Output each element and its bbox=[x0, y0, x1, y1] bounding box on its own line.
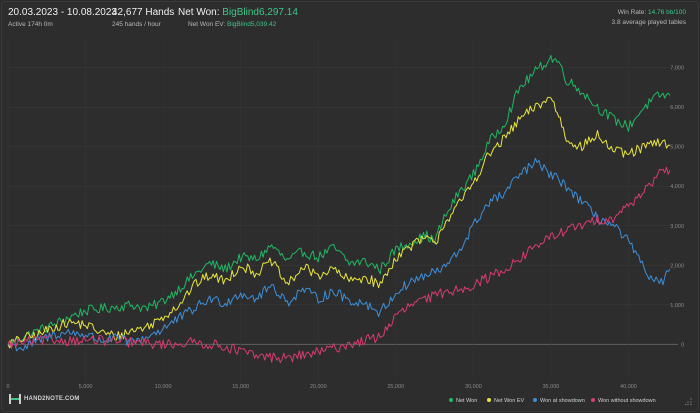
x-tick-label: 20,000 bbox=[310, 384, 327, 390]
y-tick-label: 6,000 bbox=[670, 105, 684, 111]
hands-rate: 245 hands / hour bbox=[112, 21, 161, 28]
win-rate: Win Rate: 14.76 bb/100 bbox=[612, 9, 686, 16]
series-line-1 bbox=[7, 96, 670, 349]
avg-tables: 3.8 average played tables bbox=[611, 19, 686, 26]
y-tick-label: 3,000 bbox=[670, 224, 684, 230]
active-time: Active 174h 0m bbox=[8, 21, 53, 28]
legend-label: Net Won bbox=[456, 398, 477, 404]
legend-swatch bbox=[449, 398, 453, 402]
y-tick-label: 7,000 bbox=[670, 66, 684, 72]
logo-text: HAND2NOTE.COM bbox=[24, 396, 80, 402]
net-won-ev: Net Won EV: BigBlind5,039.42 bbox=[188, 21, 298, 28]
legend-swatch bbox=[533, 398, 537, 402]
legend-label: Won without showdown bbox=[598, 398, 656, 404]
x-tick-label: 25,000 bbox=[387, 384, 404, 390]
x-tick-label: 30,000 bbox=[465, 384, 482, 390]
x-tick-label: 15,000 bbox=[232, 384, 249, 390]
x-tick-label: 35,000 bbox=[543, 384, 560, 390]
date-range: 20.03.2023 - 10.08.2023 bbox=[8, 7, 117, 18]
legend-label: Net Won EV bbox=[494, 398, 524, 404]
legend-swatch bbox=[487, 398, 491, 402]
header: 20.03.2023 - 10.08.2023 Active 174h 0m 4… bbox=[0, 0, 700, 34]
grid bbox=[7, 40, 678, 382]
legend-label: Won at showdown bbox=[540, 398, 585, 404]
date-block: 20.03.2023 - 10.08.2023 Active 174h 0m bbox=[8, 7, 117, 28]
legend-swatch bbox=[591, 398, 595, 402]
resize-handle-icon[interactable] bbox=[685, 398, 692, 405]
win-rate-label: Win Rate: bbox=[617, 9, 647, 16]
win-rate-block: Win Rate: 14.76 bb/100 3.8 average playe… bbox=[612, 9, 686, 26]
axis-labels: 0 1,000 2,000 3,000 4,000 5,000 6,000 7,000 0 5,0… bbox=[6, 66, 684, 390]
series-line-3 bbox=[7, 166, 671, 364]
legend: Net Won Net Won EV Won at showdown Won with… bbox=[449, 398, 656, 404]
y-tick-label: 0 bbox=[681, 342, 684, 348]
y-tick-label: 5,000 bbox=[670, 145, 684, 151]
series-line-0 bbox=[7, 55, 671, 347]
net-won: Net Won: BigBlind6,297.14 bbox=[178, 7, 298, 18]
net-won-ev-label: Net Won EV: bbox=[188, 21, 226, 28]
series-line-2 bbox=[7, 157, 671, 352]
net-won-label: Net Won: bbox=[178, 7, 220, 18]
hands-block: 42,677 Hands 245 hands / hour bbox=[112, 7, 174, 28]
hands-count: 42,677 Hands bbox=[112, 7, 175, 18]
logo-icon bbox=[9, 394, 21, 404]
y-tick-label: 2,000 bbox=[670, 263, 684, 269]
series-lines bbox=[7, 55, 671, 364]
y-tick-label: 4,000 bbox=[670, 184, 684, 190]
win-rate-value: 14.76 bb/100 bbox=[648, 9, 686, 16]
y-tick-label: 1,000 bbox=[670, 303, 684, 309]
x-tick-label: 10,000 bbox=[155, 384, 172, 390]
net-won-block: Net Won: BigBlind6,297.14 Net Won EV: Bi… bbox=[178, 7, 298, 28]
net-won-value: BigBlind6,297.14 bbox=[222, 7, 298, 18]
net-won-ev-value: BigBlind5,039.42 bbox=[227, 21, 277, 28]
hand2note-logo: HAND2NOTE.COM bbox=[9, 394, 80, 404]
x-tick-label: 0 bbox=[6, 384, 9, 390]
x-tick-label: 40,000 bbox=[620, 384, 637, 390]
x-tick-label: 5,000 bbox=[79, 384, 93, 390]
